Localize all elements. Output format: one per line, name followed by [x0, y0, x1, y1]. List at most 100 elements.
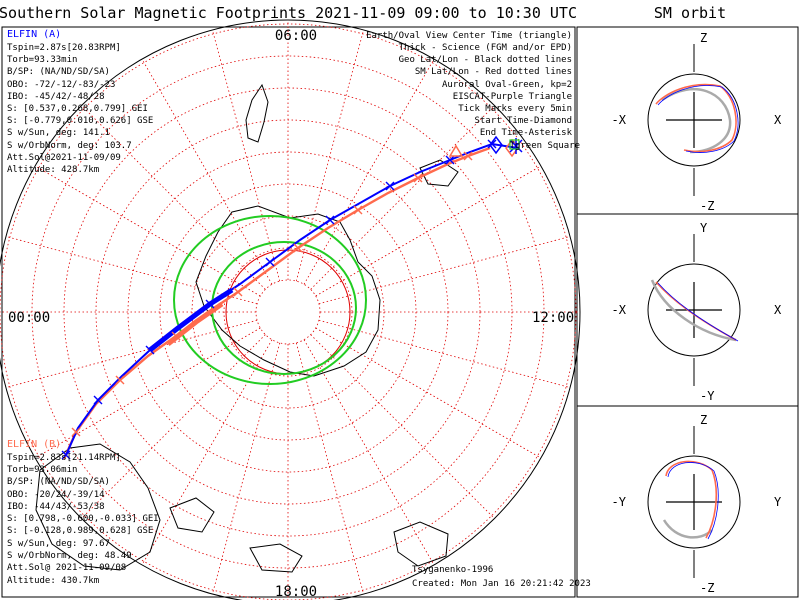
axis-label-right: Y [774, 495, 782, 509]
legend-item: SM Lat/Lon - Red dotted lines [415, 67, 572, 77]
elfin-a-line: S w/Sun, deg: 141.1 [7, 128, 110, 138]
elfin-a-name: ELFIN (A) [7, 29, 61, 40]
sm-longitude-line [310, 105, 495, 290]
elfin-b-tick [233, 287, 243, 297]
elfin-b-line: B/SP: (NA/ND/SD/SA) [7, 477, 110, 487]
elfin-b-info: ELFIN (B) Tspin=2.83s[21.14RPM] Torb=93.… [7, 439, 159, 586]
elfin-a-tick [487, 139, 497, 149]
elfin-a-tick [93, 395, 103, 405]
earth-circle [647, 263, 741, 357]
mlt-label-bottom: 18:00 [275, 584, 317, 600]
tgreen-square [509, 139, 520, 150]
legend-item: Auroral Oval-Green, kp=2 [442, 80, 572, 90]
orbit-title: SM orbit [654, 4, 726, 22]
elfin-a-line: S w/OrbNorm, deg: 103.7 [7, 141, 132, 151]
axis-label-right: X [774, 303, 782, 317]
elfin-b-line: S w/OrbNorm, deg: 48.49 [7, 551, 132, 561]
elfin-a-tick [325, 215, 335, 225]
orbit-panels: Z -Z -X X Y -Y -X X Z -Z -Y Y [612, 31, 782, 595]
polar-map [0, 19, 581, 600]
earth-circle [647, 73, 741, 167]
elfin-a-line: Torb=93.33min [7, 55, 77, 65]
sm-longitude-line [141, 339, 273, 566]
elfin-a-tick [445, 155, 455, 165]
legend: Earth/Oval View Center Time (triangle) T… [366, 31, 580, 151]
orbit-shadow [650, 279, 737, 342]
sm-longitude-line [318, 236, 571, 305]
legend-item: Thick - Science (FGM and/or EPD) [399, 43, 572, 53]
sm-longitude-line [34, 165, 261, 297]
sm-longitude-line [5, 236, 258, 305]
elfin-b-tick [413, 173, 423, 183]
axis-label-left: -X [612, 113, 627, 127]
view-center-triangle [448, 144, 464, 157]
elfin-b-orbit [655, 83, 737, 153]
earth-circle [647, 455, 741, 549]
sm-longitude-line [295, 29, 364, 282]
orbit-panel-1: Z -Z -X X [612, 31, 782, 213]
elfin-b-tick [463, 151, 473, 161]
mlt-label-left: 00:00 [8, 310, 50, 326]
sm-longitude-line [5, 319, 258, 388]
map-boundary [0, 19, 581, 600]
elfin-a-orbit [657, 85, 739, 153]
elfin-a-info: ELFIN (A) Tspin=2.87s[20.83RPM] Torb=93.… [7, 29, 153, 175]
orbit-shadow [662, 519, 713, 539]
elfin-a-start-diamond [489, 135, 503, 155]
elfin-a-line: B/SP: (NA/ND/SD/SA) [7, 67, 110, 77]
elfin-a-line: OBO: -72/-12/-83/-23 [7, 80, 115, 90]
elfin-b-tick [71, 427, 81, 437]
sm-longitude-line [318, 319, 571, 388]
legend-item: EISCAT-Purple Triangle [453, 92, 572, 102]
elfin-b-name: ELFIN (B) [7, 439, 61, 450]
track-tick-marks [61, 135, 523, 460]
elfin-b-tick [293, 243, 303, 253]
sm-longitude-line [303, 339, 435, 566]
elfin-b-line: IBO: -44/43/-53/38 [7, 502, 105, 512]
legend-item: Earth/Oval View Center Time (triangle) [366, 31, 572, 41]
created-label: Created: Mon Jan 16 20:21:42 2023 [412, 579, 591, 589]
elfin-a-line: Tspin=2.87s[20.83RPM] [7, 43, 121, 53]
elfin-b-line: S: [0.798,-0.600,-0.033] GEI [7, 514, 159, 524]
elfin-a-line: Att.Sol@2021-11-09/09 [7, 153, 121, 163]
elfin-b-line: S: [-0.128,0.989,0.628] GSE [7, 526, 153, 536]
legend-item: Tgreen Square [510, 141, 580, 151]
elfin-b-line: Altitude: 430.7km [7, 576, 99, 586]
axis-label-right: X [774, 113, 782, 127]
sm-latitude-circle [255, 279, 321, 345]
elfin-b-tick [171, 331, 181, 341]
elfin-b-line: OBO: -20/24/-39/14 [7, 490, 105, 500]
sm-longitude-line [315, 165, 542, 297]
elfin-b-line: Att.Sol@ 2021-11-09/08 [7, 563, 126, 573]
sm-longitude-line [141, 58, 273, 285]
end-asterisk [509, 138, 523, 154]
sm-longitude-line [81, 334, 266, 519]
axis-label-top: Y [700, 221, 708, 235]
elfin-b-track [62, 146, 491, 460]
elfin-b-tick [115, 375, 125, 385]
legend-item: Tick Marks every 5min [458, 104, 572, 114]
sm-longitude-line [310, 334, 495, 519]
elfin-a-orbit [667, 462, 719, 540]
elfin-a-tick [265, 257, 275, 267]
orbit-panel-2: Y -Y -X X [612, 221, 782, 403]
axis-label-left: -X [612, 303, 627, 317]
legend-item: End Time-Asterisk [480, 128, 573, 138]
elfin-b-line: S w/Sun, deg: 97.67 [7, 539, 110, 549]
elfin-a-line: S: [0.537,0.268,0.799] GEI [7, 104, 148, 114]
elfin-a-tick [61, 450, 71, 460]
map-frame [1, 26, 576, 598]
elfin-a-orbit [657, 282, 739, 342]
mlt-label-right: 12:00 [532, 310, 574, 326]
axis-label-bottom: -Y [700, 389, 715, 403]
orbit-panel-3: Z -Z -Y Y [612, 413, 782, 595]
elfin-a-tick [205, 299, 215, 309]
axis-label-bottom: -Z [700, 199, 714, 213]
sm-longitude-line [303, 58, 435, 285]
elfin-b-orbit [665, 460, 718, 539]
sm-grid [0, 19, 581, 600]
elfin-a-line: Altitude: 428.7km [7, 165, 99, 175]
sm-longitude-line [315, 327, 542, 459]
